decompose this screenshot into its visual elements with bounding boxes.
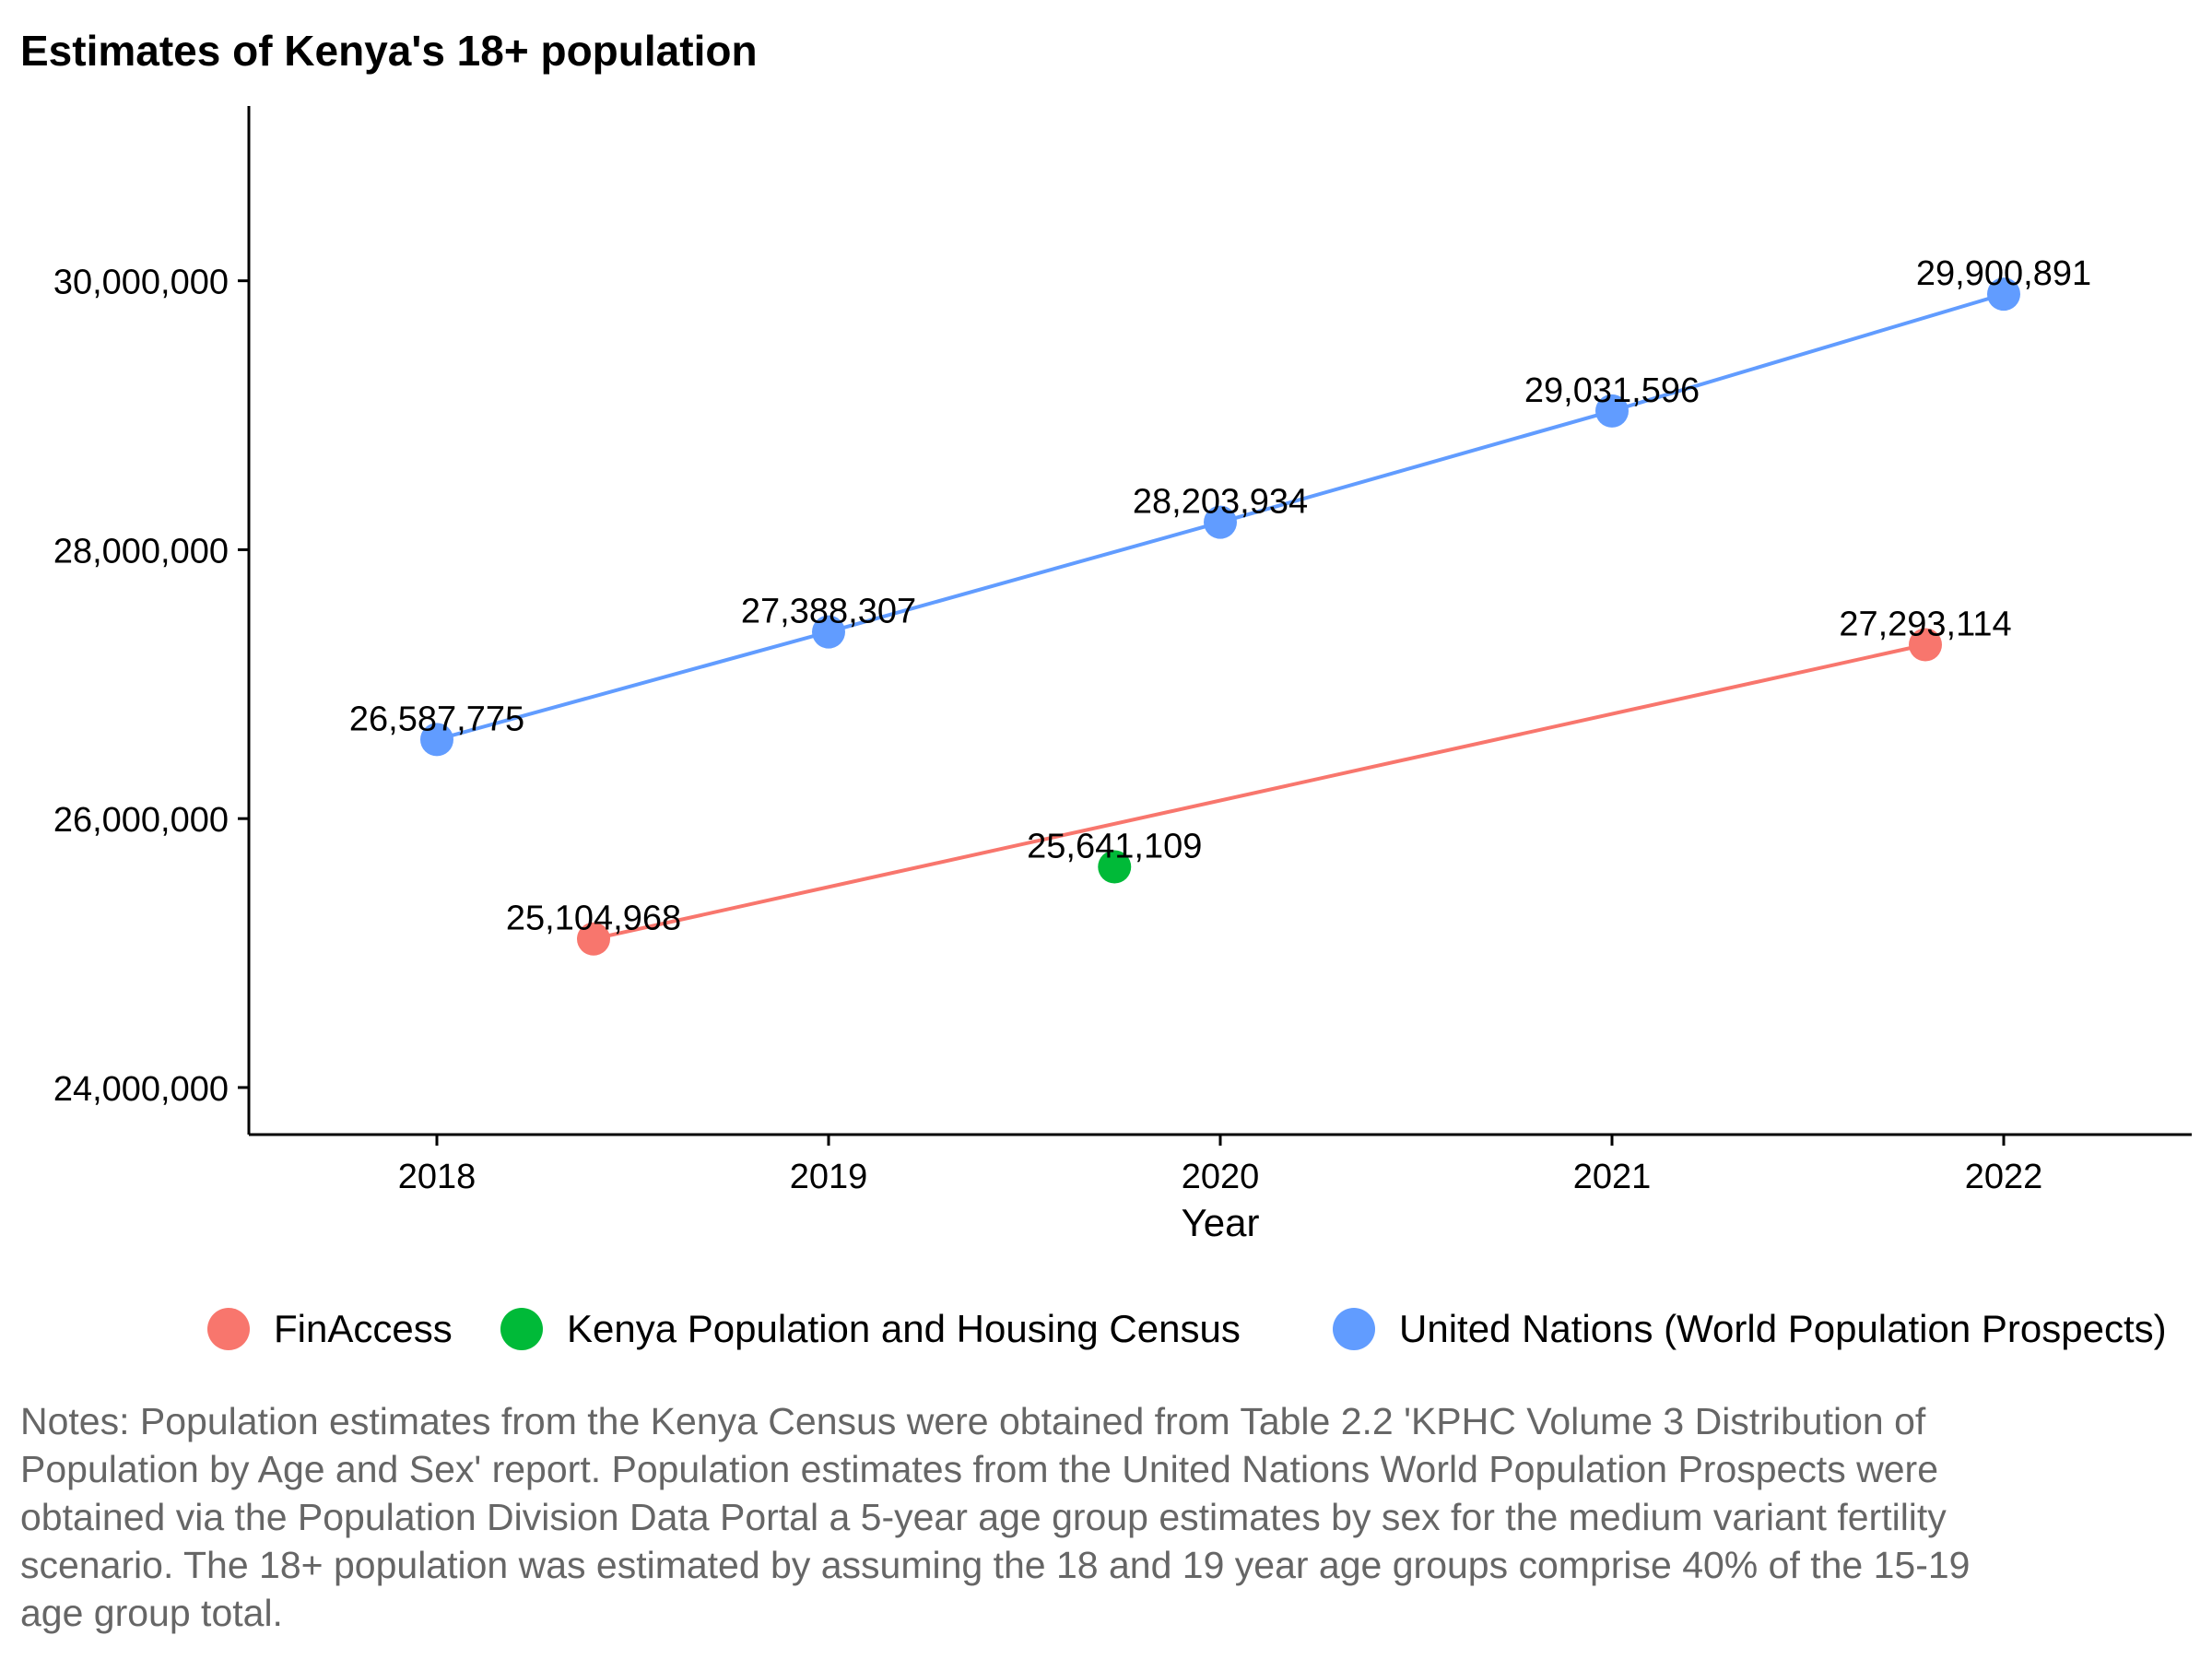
x-tick-label: 2022 xyxy=(1965,1158,2043,1196)
legend-swatch xyxy=(207,1308,250,1350)
notes-caption: Notes: Population estimates from the Ken… xyxy=(20,1400,1971,1634)
series-line-0 xyxy=(593,642,1926,941)
legend-label: Kenya Population and Housing Census xyxy=(567,1307,1241,1350)
data-point xyxy=(577,922,610,956)
legend-swatch xyxy=(500,1308,543,1350)
data-point xyxy=(1909,628,1942,662)
plot-area: 24,000,000 26,000,000 28,000,000 30,000,000… xyxy=(53,106,2192,1244)
legend-swatch xyxy=(1333,1308,1375,1350)
x-tick-label: 2021 xyxy=(1573,1158,1652,1196)
y-tick-label: 26,000,000 xyxy=(53,801,229,840)
data-point xyxy=(812,615,845,649)
data-point xyxy=(420,723,453,757)
data-label: 29,031,596 xyxy=(1524,371,1700,410)
y-tick-label: 24,000,000 xyxy=(53,1070,229,1109)
y-tick-label: 28,000,000 xyxy=(53,532,229,571)
data-point xyxy=(1098,850,1132,884)
x-tick-label: 2019 xyxy=(790,1158,868,1196)
chart-title: Estimates of Kenya's 18+ population xyxy=(20,27,758,75)
data-label: 29,900,891 xyxy=(1916,254,2091,293)
legend-item: Kenya Population and Housing Census xyxy=(500,1307,1241,1351)
data-label: 25,641,109 xyxy=(1027,828,1202,866)
legend-item: FinAccess xyxy=(207,1307,453,1351)
x-axis-title: Year xyxy=(1182,1201,1260,1244)
data-label: 27,293,114 xyxy=(1839,606,2011,644)
data-label: 28,203,934 xyxy=(1133,483,1308,522)
data-point xyxy=(1987,277,2020,312)
legend-label: United Nations (World Population Prospec… xyxy=(1399,1307,2167,1350)
legend: FinAccess Kenya Population and Housing Ce… xyxy=(0,1307,2212,1362)
x-tick-label: 2020 xyxy=(1182,1158,1260,1196)
y-tick-label: 30,000,000 xyxy=(53,264,229,302)
data-label: 25,104,968 xyxy=(506,900,681,938)
legend-label: FinAccess xyxy=(274,1307,453,1350)
legend-item: United Nations (World Population Prospec… xyxy=(1333,1307,2167,1351)
data-label: 27,388,307 xyxy=(741,593,916,631)
data-label: 26,587,775 xyxy=(349,700,524,738)
data-point xyxy=(1595,394,1629,428)
data-point xyxy=(1204,505,1237,539)
x-tick-label: 2018 xyxy=(398,1158,477,1196)
